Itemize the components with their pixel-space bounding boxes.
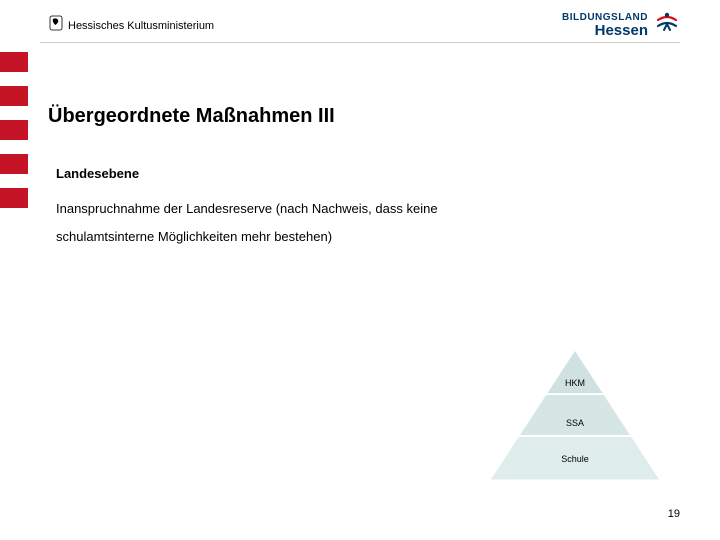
red-marker bbox=[0, 154, 28, 174]
page-number: 19 bbox=[668, 508, 680, 520]
red-marker bbox=[0, 52, 28, 72]
ministry-name: Hessisches Kultusministerium bbox=[68, 20, 214, 32]
content-subheading: Landesebene bbox=[56, 160, 664, 189]
content-line: schulamtsinterne Möglichkeiten mehr best… bbox=[56, 223, 664, 252]
pyramid-tier-middle bbox=[490, 394, 660, 436]
header-left: Hessisches Kultusministerium bbox=[48, 14, 214, 37]
pyramid-label-top: HKM bbox=[490, 378, 660, 388]
content-block: Landesebene Inanspruchnahme der Landesre… bbox=[56, 160, 664, 252]
content-line: Inanspruchnahme der Landesreserve (nach … bbox=[56, 195, 664, 224]
logo-person-icon bbox=[654, 10, 680, 41]
logo-bottom-text: Hessen bbox=[595, 23, 648, 40]
hessen-lion-icon bbox=[48, 14, 64, 37]
pyramid-label-bottom: Schule bbox=[490, 454, 660, 464]
slide-title: Übergeordnete Maßnahmen III bbox=[48, 105, 335, 128]
red-marker bbox=[0, 188, 28, 208]
red-side-markers bbox=[0, 52, 28, 208]
red-marker bbox=[0, 86, 28, 106]
logo-text-stack: BILDUNGSLAND Hessen bbox=[562, 12, 648, 40]
header-divider bbox=[40, 42, 680, 43]
red-marker bbox=[0, 120, 28, 140]
logo-bildungsland-hessen: BILDUNGSLAND Hessen bbox=[562, 10, 680, 41]
pyramid-diagram: HKM SSA Schule bbox=[490, 350, 660, 480]
pyramid-label-middle: SSA bbox=[490, 418, 660, 428]
